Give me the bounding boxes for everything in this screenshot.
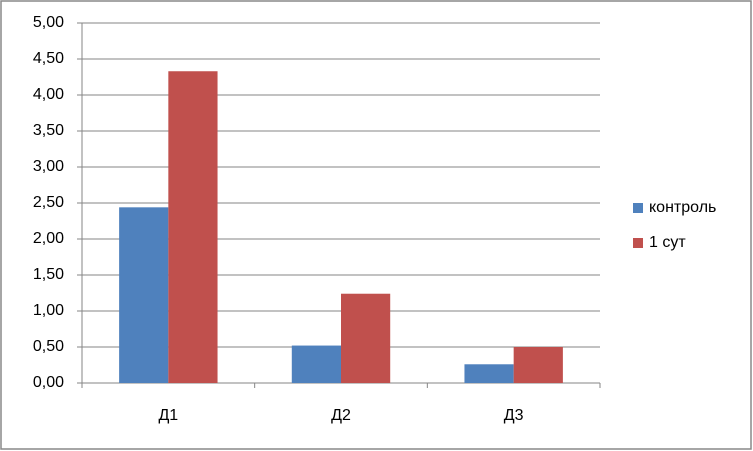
x-tick-label: Д3	[504, 407, 524, 424]
y-tick-label: 2,00	[33, 230, 64, 247]
bar	[513, 347, 563, 383]
legend-swatch	[633, 238, 643, 248]
y-tick-label: 3,00	[33, 158, 64, 175]
legend-label: 1 сут	[649, 234, 686, 251]
y-tick-label: 5,00	[33, 14, 64, 31]
y-tick-label: 0,00	[33, 374, 64, 391]
y-tick-label: 4,00	[33, 86, 64, 103]
y-tick-label: 4,50	[33, 50, 64, 67]
y-tick-label: 3,50	[33, 122, 64, 139]
legend-swatch	[633, 203, 643, 213]
bar	[119, 207, 169, 383]
bar	[464, 364, 514, 383]
bar	[291, 345, 341, 383]
y-tick-label: 1,50	[33, 266, 64, 283]
y-tick-label: 2,50	[33, 194, 64, 211]
x-tick-label: Д2	[331, 407, 351, 424]
legend-label: контроль	[649, 199, 716, 216]
y-tick-label: 0,50	[33, 338, 64, 355]
y-tick-label: 1,00	[33, 302, 64, 319]
x-tick-label: Д1	[158, 407, 178, 424]
bar	[168, 71, 218, 384]
bar	[341, 293, 391, 383]
